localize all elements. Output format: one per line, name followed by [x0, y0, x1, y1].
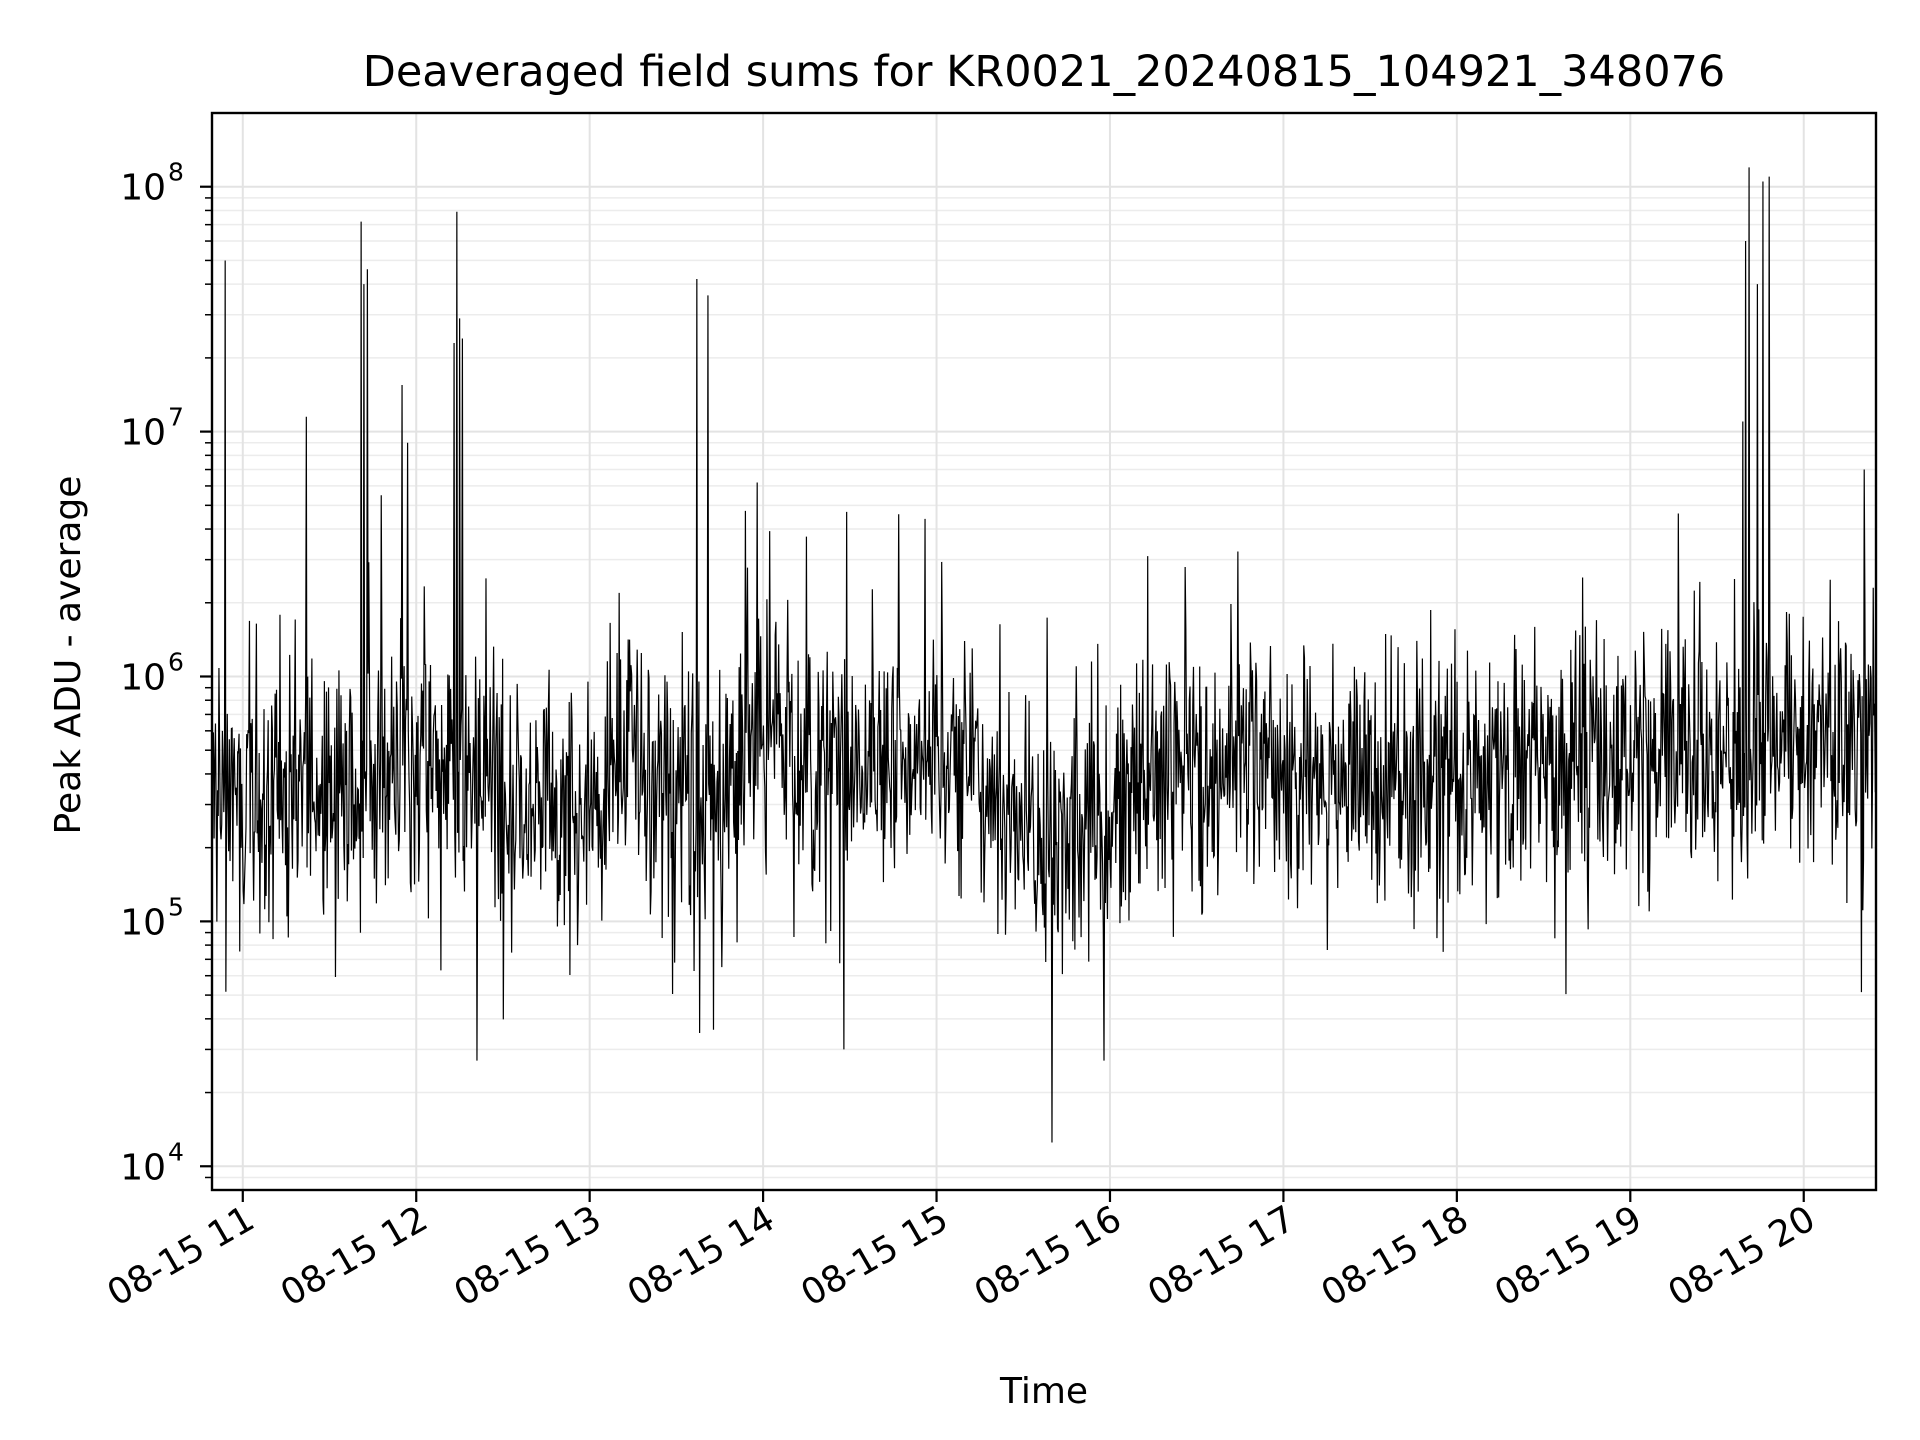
series-layer [211, 167, 1877, 1143]
x-axis-label: Time [999, 1371, 1088, 1412]
y-tick-label: 10 [120, 413, 166, 454]
plot-frame [210, 111, 1878, 1192]
y-axis-label: Peak ADU - average [48, 476, 89, 835]
y-tick-exponent: 6 [168, 647, 184, 676]
y-tick-exponent: 7 [168, 403, 184, 432]
series-line [211, 167, 1877, 1143]
axes-frame [210, 111, 1878, 1192]
y-tick-exponent: 8 [168, 158, 184, 187]
y-tick-exponent: 5 [168, 892, 184, 921]
y-tick-label: 10 [120, 1147, 166, 1188]
y-tick-label: 10 [120, 168, 166, 209]
y-tick-label: 10 [120, 657, 166, 698]
y-tick-label: 10 [120, 902, 166, 943]
y-tick-exponent: 4 [168, 1137, 184, 1166]
chart-title: Deaveraged field sums for KR0021_2024081… [363, 47, 1726, 97]
